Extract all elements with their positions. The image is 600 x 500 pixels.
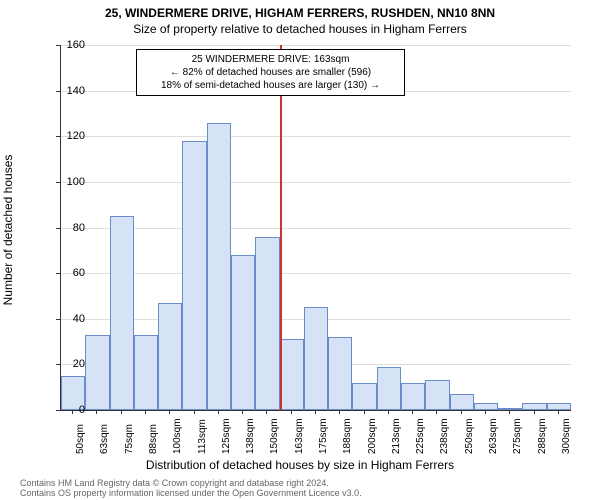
chart-container: 25, WINDERMERE DRIVE, HIGHAM FERRERS, RU… (0, 0, 600, 500)
histogram-bar (425, 380, 449, 410)
annotation-box: 25 WINDERMERE DRIVE: 163sqm ← 82% of det… (136, 49, 405, 96)
histogram-bar (328, 337, 352, 410)
x-tick-label: 50sqm (75, 424, 86, 454)
y-tick-mark (56, 273, 60, 274)
x-tick-label: 250sqm (464, 418, 475, 454)
histogram-bar (377, 367, 401, 410)
histogram-bar (255, 237, 279, 410)
x-tick-label: 175sqm (318, 418, 329, 454)
footer-line-2: Contains OS property information license… (20, 488, 362, 498)
x-tick-mark (194, 410, 195, 414)
x-tick-label: 213sqm (391, 418, 402, 454)
x-tick-label: 88sqm (148, 424, 159, 454)
x-tick-mark (485, 410, 486, 414)
footer-line-1: Contains HM Land Registry data © Crown c… (20, 478, 329, 488)
annotation-line-2: ← 82% of detached houses are smaller (59… (143, 66, 398, 79)
histogram-bar (280, 339, 304, 410)
y-tick-label: 160 (45, 39, 85, 51)
annotation-line-1: 25 WINDERMERE DRIVE: 163sqm (143, 53, 398, 66)
histogram-bar (450, 394, 474, 410)
x-tick-label: 75sqm (124, 424, 135, 454)
x-tick-mark (461, 410, 462, 414)
x-tick-mark (509, 410, 510, 414)
x-tick-label: 288sqm (537, 418, 548, 454)
y-tick-mark (56, 45, 60, 46)
grid-line (61, 273, 571, 274)
histogram-bar (134, 335, 158, 410)
y-tick-mark (56, 136, 60, 137)
histogram-bar (207, 123, 231, 410)
grid-line (61, 182, 571, 183)
x-tick-label: 188sqm (342, 418, 353, 454)
histogram-bar (401, 383, 425, 410)
y-tick-label: 140 (45, 85, 85, 97)
histogram-bar (304, 307, 328, 410)
x-tick-mark (169, 410, 170, 414)
histogram-bar (474, 403, 498, 410)
x-tick-label: 300sqm (561, 418, 572, 454)
grid-line (61, 228, 571, 229)
x-tick-mark (412, 410, 413, 414)
histogram-bar (352, 383, 376, 410)
y-tick-label: 40 (45, 313, 85, 325)
x-tick-mark (291, 410, 292, 414)
x-tick-label: 63sqm (99, 424, 110, 454)
x-tick-label: 275sqm (512, 418, 523, 454)
x-tick-mark (242, 410, 243, 414)
histogram-bar (547, 403, 571, 410)
x-tick-mark (315, 410, 316, 414)
x-tick-mark (436, 410, 437, 414)
x-tick-label: 150sqm (269, 418, 280, 454)
x-tick-label: 238sqm (439, 418, 450, 454)
chart-subtitle: Size of property relative to detached ho… (0, 20, 600, 36)
x-tick-mark (364, 410, 365, 414)
histogram-bar (498, 408, 522, 410)
y-axis-label: Number of detached houses (1, 155, 15, 306)
x-tick-mark (72, 410, 73, 414)
histogram-bar (158, 303, 182, 410)
y-tick-mark (56, 91, 60, 92)
x-tick-mark (534, 410, 535, 414)
x-tick-label: 200sqm (367, 418, 378, 454)
histogram-bar (85, 335, 109, 410)
y-tick-label: 60 (45, 267, 85, 279)
histogram-bar (182, 141, 206, 410)
x-tick-mark (96, 410, 97, 414)
x-tick-label: 225sqm (415, 418, 426, 454)
y-tick-mark (56, 364, 60, 365)
y-tick-label: 120 (45, 130, 85, 142)
grid-line (61, 136, 571, 137)
y-tick-mark (56, 319, 60, 320)
y-tick-label: 0 (45, 404, 85, 416)
histogram-bar (231, 255, 255, 410)
x-tick-label: 263sqm (488, 418, 499, 454)
chart-title: 25, WINDERMERE DRIVE, HIGHAM FERRERS, RU… (0, 0, 600, 20)
x-tick-mark (218, 410, 219, 414)
x-tick-label: 138sqm (245, 418, 256, 454)
x-tick-label: 125sqm (221, 418, 232, 454)
y-tick-mark (56, 182, 60, 183)
y-tick-label: 80 (45, 222, 85, 234)
x-axis-label: Distribution of detached houses by size … (0, 458, 600, 472)
histogram-bar (522, 403, 546, 410)
annotation-line-3: 18% of semi-detached houses are larger (… (143, 79, 398, 92)
y-tick-mark (56, 410, 60, 411)
reference-line (280, 45, 282, 410)
x-tick-mark (388, 410, 389, 414)
histogram-bar (110, 216, 134, 410)
x-tick-label: 100sqm (172, 418, 183, 454)
x-tick-mark (266, 410, 267, 414)
x-tick-mark (121, 410, 122, 414)
x-tick-mark (145, 410, 146, 414)
x-tick-mark (558, 410, 559, 414)
y-tick-label: 20 (45, 358, 85, 370)
plot-area: 25 WINDERMERE DRIVE: 163sqm ← 82% of det… (60, 45, 571, 411)
y-tick-label: 100 (45, 176, 85, 188)
x-tick-label: 113sqm (197, 419, 208, 454)
x-tick-mark (339, 410, 340, 414)
grid-line (61, 45, 571, 46)
x-tick-label: 163sqm (294, 418, 305, 454)
y-tick-mark (56, 228, 60, 229)
